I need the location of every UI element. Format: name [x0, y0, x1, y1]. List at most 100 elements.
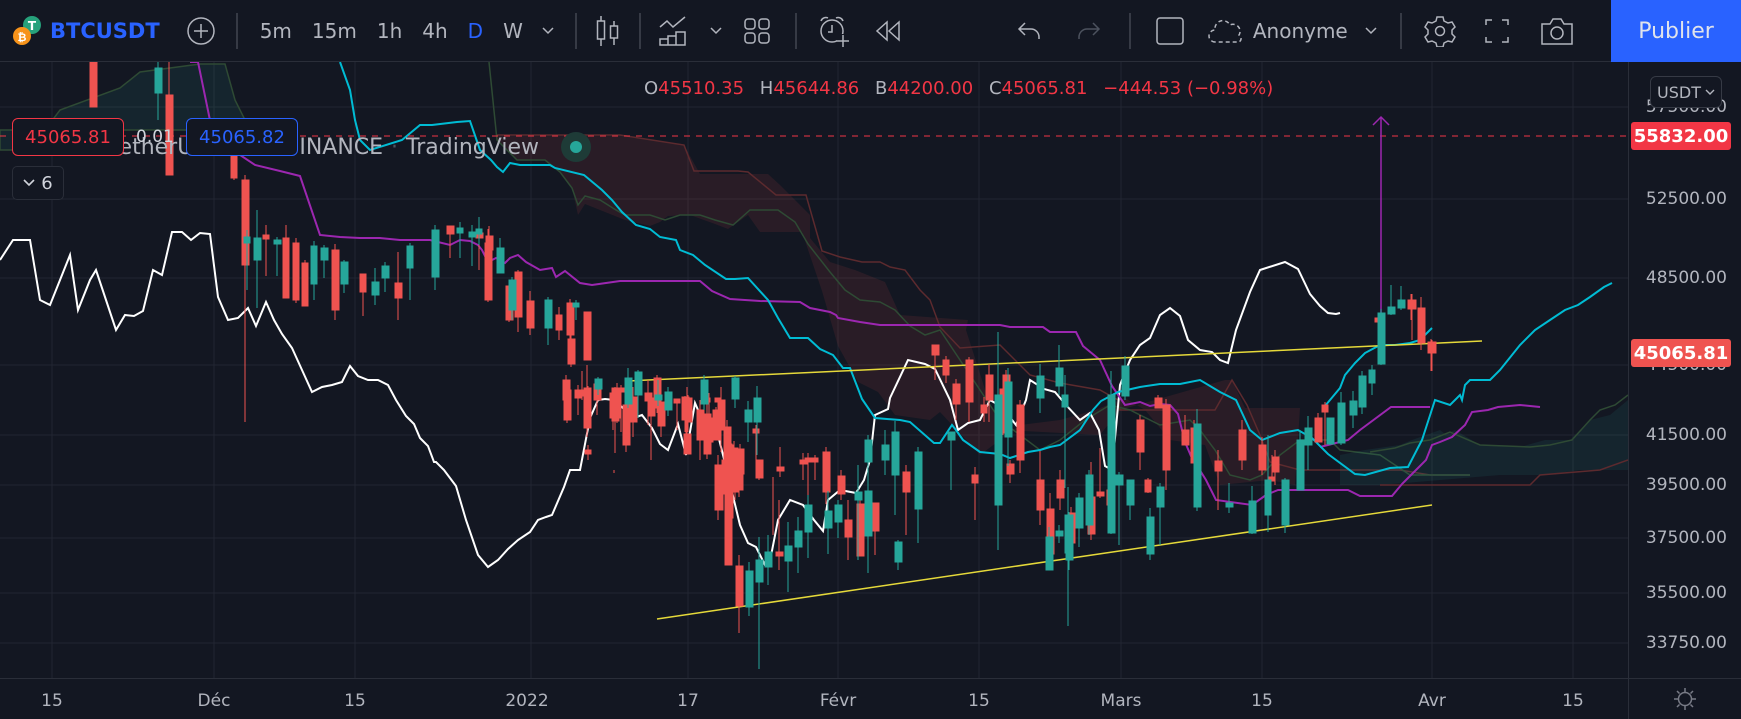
- time-tick: Déc: [197, 691, 231, 711]
- spread-value: 0.01: [136, 127, 174, 147]
- divider: [235, 12, 238, 49]
- indicators-count: 6: [41, 172, 53, 194]
- add-symbol-icon: [186, 16, 215, 45]
- undo-button[interactable]: [1001, 0, 1059, 62]
- redo-button[interactable]: [1059, 0, 1117, 62]
- drawing-rectangle-button[interactable]: [1143, 0, 1197, 62]
- alert-button[interactable]: [809, 0, 859, 62]
- currency-label: USDT: [1657, 82, 1701, 102]
- cloud-icon: [1208, 19, 1242, 43]
- divider: [794, 12, 797, 49]
- chevron-down-icon: [23, 179, 35, 187]
- layouts-button[interactable]: [737, 0, 777, 62]
- timeframe-1h[interactable]: 1h: [376, 18, 403, 43]
- time-tick: 17: [677, 691, 699, 711]
- last-price-label: 45065.81: [1631, 339, 1731, 367]
- close-label: C: [988, 78, 1002, 99]
- grid: [0, 62, 1628, 678]
- snapshot-button[interactable]: [1528, 0, 1586, 62]
- close-value: 45065.81: [1001, 78, 1088, 99]
- chikou-span: [0, 231, 1341, 569]
- fullscreen-icon: [1485, 18, 1509, 43]
- svg-text:₿: ₿: [18, 31, 27, 44]
- time-tick: Févr: [819, 691, 857, 711]
- divider: [1128, 12, 1131, 49]
- low-value: 44200.00: [887, 78, 974, 99]
- camera-icon: [1541, 17, 1573, 45]
- timeframe-4h[interactable]: 4h: [422, 18, 448, 43]
- indicators-icon: [659, 15, 686, 46]
- chevron-down-icon: [1705, 89, 1715, 95]
- tenkan-sen: [339, 62, 1613, 477]
- settings-icon: [1423, 15, 1456, 47]
- user-menu[interactable]: Anonyme: [1197, 0, 1388, 62]
- exchange-label: BINANCE: [284, 134, 384, 160]
- ohlc-values: O45510.35 H45644.86 B44200.00 C45065.81 …: [644, 78, 1283, 99]
- timeframe-d[interactable]: D: [467, 18, 484, 43]
- time-tick: Avr: [1418, 691, 1446, 711]
- lower-trendline: [656, 504, 1433, 620]
- timeframe-15m[interactable]: 15m: [311, 18, 357, 43]
- upper-trendline: [627, 340, 1483, 382]
- fullscreen-button[interactable]: [1466, 0, 1528, 62]
- indicators-toggle[interactable]: 6: [12, 166, 64, 200]
- price-tick: 33750.00: [1645, 633, 1727, 653]
- symbol-name[interactable]: BTCUSDT: [50, 18, 160, 43]
- indicators-dropdown[interactable]: [695, 0, 737, 62]
- buy-button[interactable]: 45065.82: [186, 118, 298, 156]
- timeframe-w[interactable]: W: [503, 18, 523, 43]
- time-tick: 15: [344, 691, 366, 711]
- indicators-button[interactable]: [653, 0, 695, 62]
- price-axis[interactable]: 57500.00 52500.00 48500.00 44500.00 4150…: [1628, 62, 1741, 678]
- sell-button[interactable]: 45065.81: [12, 118, 124, 156]
- price-tick: 35500.00: [1645, 583, 1727, 603]
- high-label: H: [759, 78, 774, 99]
- publish-button[interactable]: Publier: [1611, 0, 1741, 62]
- price-tick: 48500.00: [1645, 268, 1727, 288]
- user-name: Anonyme: [1252, 18, 1348, 43]
- target-price-label: 55832.00: [1631, 122, 1731, 150]
- price-tick: 37500.00: [1645, 528, 1727, 548]
- crypto-pair-icon: T ₿: [13, 15, 41, 45]
- chart-type-button[interactable]: [589, 0, 627, 62]
- change-value: −444.53 (−0.98%): [1103, 78, 1274, 99]
- svg-text:T: T: [28, 19, 37, 33]
- source-label: TradingView: [406, 134, 539, 160]
- chart-settings-corner[interactable]: [1628, 678, 1741, 719]
- symbol-search[interactable]: T ₿ BTCUSDT: [10, 0, 160, 62]
- layouts-icon: [744, 17, 770, 44]
- price-tick: 41500.00: [1645, 425, 1727, 445]
- open-label: O: [644, 78, 659, 99]
- candles-icon: [596, 15, 619, 46]
- time-tick: 15: [1562, 691, 1584, 711]
- rectangle-icon: [1156, 16, 1184, 45]
- compare-symbol-button[interactable]: [186, 0, 216, 62]
- alert-icon: [820, 16, 849, 47]
- top-toolbar: T ₿ BTCUSDT 5m 15m 1h 4h D W: [0, 0, 1741, 62]
- candlesticks: [89, 62, 1437, 669]
- chevron-down-icon: [1365, 26, 1377, 34]
- currency-selector[interactable]: USDT: [1650, 76, 1722, 108]
- separator-dot: ·: [391, 134, 399, 160]
- timeframe-dropdown[interactable]: [533, 0, 563, 62]
- price-tick: 39500.00: [1645, 475, 1727, 495]
- time-axis[interactable]: 15 Déc 15 2022 17 Févr 15 Mars 15 Avr 15: [0, 678, 1628, 719]
- open-value: 45510.35: [658, 78, 745, 99]
- time-tick: 15: [1251, 691, 1273, 711]
- divider: [638, 12, 641, 49]
- divider: [574, 12, 577, 49]
- live-dot-icon: [569, 141, 582, 153]
- time-tick: Mars: [1100, 691, 1142, 711]
- timeframe-5m[interactable]: 5m: [259, 18, 292, 43]
- replay-button[interactable]: [859, 0, 917, 62]
- high-value: 45644.86: [773, 78, 860, 99]
- undo-icon: [1017, 21, 1040, 39]
- time-tick: 2022: [505, 691, 549, 711]
- redo-icon: [1078, 21, 1100, 39]
- replay-icon: [875, 19, 900, 42]
- settings-button[interactable]: [1414, 0, 1466, 62]
- projection-arrow: [1372, 115, 1390, 317]
- tenkan-sen-end: [1324, 327, 1433, 407]
- chevron-down-icon: [542, 26, 554, 34]
- chart-pane[interactable]: Bitcoin / TetherUS · 1D · BINANCE · Trad…: [0, 62, 1628, 678]
